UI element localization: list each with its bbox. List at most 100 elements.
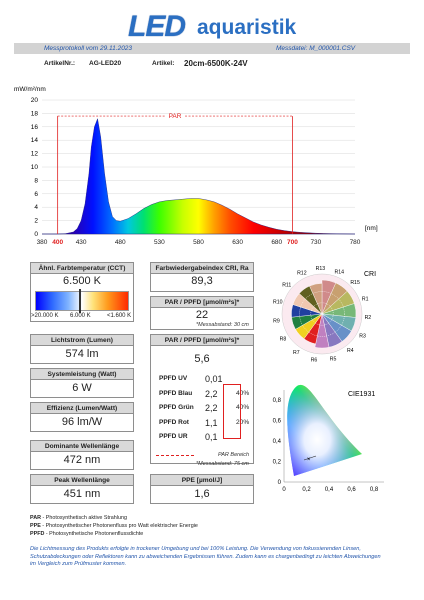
- par-range-box: PAR: [57, 113, 293, 234]
- ppfd-row-value: 2,2: [205, 388, 218, 399]
- spectrum-chart: 0 2 4 6 8 10 12 14 16 18 20 380 400 430 480 530 580 630 6…: [14, 86, 378, 246]
- peak-panel: Peak Wellenlänge 451 nm: [30, 474, 134, 504]
- y-tick-label: 4: [34, 204, 38, 211]
- x-tick-label: 480: [115, 239, 126, 246]
- cri-label-r14: R14: [334, 269, 344, 275]
- x-tick-label: 580: [193, 239, 204, 246]
- cie-white-overlay: [287, 384, 362, 476]
- x-unit-label: [nm]: [365, 225, 378, 232]
- y-tick-label: 14: [31, 137, 39, 144]
- data-file: Messdatei: M_000001.CSV: [276, 44, 356, 52]
- article-no: AG-LED20: [89, 60, 122, 67]
- efficiency-panel: Effizienz (Lumen/Watt) 96 lm/W: [30, 402, 134, 432]
- cri-radial-chart: R1 R2 R3 R4 R5 R6 R7 R8 R9 R10 R11 R12 R13 R14 R15 CRI: [273, 266, 376, 363]
- article-label: Artikel:: [152, 60, 175, 67]
- par-ppfd-75-value: 5,6: [194, 353, 210, 365]
- definition-item: PPFD - Photosynthetische Photonenflussdi…: [30, 530, 198, 538]
- cie-planckian-line: [303, 455, 317, 461]
- definitions: PAR - Photosynthetisch aktive Strahlung P…: [30, 514, 198, 538]
- par-ppfd-75-label: PAR / PPFD [µmol/m²s]*: [151, 335, 253, 346]
- ppfd-row-name: PPFD Blau: [159, 389, 193, 397]
- x-tick-label: 430: [76, 239, 87, 246]
- cri-inner-ring: [299, 291, 345, 337]
- cri-value: 89,3: [191, 275, 213, 287]
- definition-key: PPFD: [30, 531, 45, 537]
- y-tick-label: 20: [31, 97, 39, 104]
- power-label: Systemleistung (Watt): [31, 369, 133, 380]
- cri-wedge: [309, 283, 323, 315]
- definition-text: - Photosynthetischer Photonenfluss pro W…: [40, 523, 198, 529]
- cie-axes: 0,8 0,6 0,4 0,2 00 0,2 0,4 0,6 0,8: [273, 390, 384, 493]
- ppfd-row-percent: 40%: [236, 404, 250, 411]
- cri-label: Farbwiedergabeindex CRI, Ra: [151, 263, 253, 274]
- cri-chart-title: CRI: [364, 271, 376, 278]
- cie-point-marker: ×: [307, 457, 311, 463]
- cri-label-r13: R13: [316, 266, 326, 272]
- cie-x-tick: 0: [282, 487, 286, 493]
- par-ppfd-30-panel: PAR / PPFD [µmol/m²s]* 22: [150, 296, 254, 330]
- cri-label-r5: R5: [330, 357, 337, 363]
- ppfd-row-name: PPFD UR: [159, 433, 188, 440]
- cie-x-tick: 0,4: [325, 487, 334, 493]
- dominant-label: Dominante Wellenlänge: [31, 441, 133, 452]
- x-tick-label: 380: [37, 239, 48, 246]
- ppe-panel: PPE [µmol/J] 1,6: [150, 474, 254, 504]
- ppfd-row-percent: 40%: [236, 389, 250, 397]
- peak-label: Peak Wellenlänge: [31, 475, 133, 486]
- x-tick-label: 530: [154, 239, 165, 246]
- cie-y-tick: 0: [278, 480, 282, 486]
- definition-text: - Photosynthetische Photonenflussdichte: [44, 531, 144, 537]
- cri-label-r15: R15: [350, 280, 360, 286]
- cri-label-r11: R11: [282, 282, 291, 288]
- x-tick-label: 780: [350, 239, 361, 246]
- ppfd-row-value: 0,1: [205, 432, 218, 442]
- cri-labels: R1 R2 R3 R4 R5 R6 R7 R8 R9 R10 R11 R12 R13 R14 R15: [273, 266, 371, 363]
- cie-x-tick: 0,8: [370, 487, 379, 493]
- power-panel: Systemleistung (Watt) 6 W: [30, 368, 134, 398]
- y-tick-label: 0: [34, 231, 38, 238]
- lumen-value: 574 lm: [65, 348, 99, 360]
- x-tick-label: 730: [310, 239, 321, 246]
- x-axis-ticks: 380 400 430 480 530 580 630 680 700 730 780: [37, 239, 361, 246]
- y-tick-label: 12: [31, 151, 39, 158]
- cct-value: 6.500 K: [63, 275, 101, 287]
- y-tick-label: 16: [31, 124, 39, 131]
- ppfd-row-percent: 20%: [236, 418, 250, 426]
- cct-scale-right: <1.600 K: [107, 313, 132, 319]
- cri-label-r9: R9: [273, 318, 280, 324]
- y-tick-label: 2: [34, 218, 38, 225]
- definition-key: PAR: [30, 515, 41, 521]
- article-name: 20cm-6500K-24V: [184, 59, 248, 68]
- cie-x-tick: 0,2: [302, 487, 311, 493]
- par-ppfd-30-label: PAR / PPFD [µmol/m²s]*: [151, 297, 253, 308]
- par-area-legend-line: [156, 455, 194, 456]
- protocol-date: Messprotokoll vom 29.11.2023: [44, 44, 133, 52]
- cct-marker: [79, 289, 81, 313]
- ppfd-row-value: 2,2: [205, 403, 218, 413]
- ppfd-row-name: PPFD Rot: [159, 418, 189, 426]
- cct-label: Ähnl. Farbtemperatur (CCT): [31, 263, 133, 274]
- definition-item: PAR - Photosynthetisch aktive Strahlung: [30, 514, 198, 522]
- y-axis-ticks: 0 2 4 6 8 10 12 14 16 18 20: [31, 97, 39, 238]
- x-tick-label: 630: [232, 239, 243, 246]
- cri-panel: Farbwiedergabeindex CRI, Ra 89,3: [150, 262, 254, 292]
- par-ppfd-30-value: 22: [195, 309, 209, 321]
- cri-label-r3: R3: [359, 334, 366, 340]
- cct-scale-mid: 6.000 K: [70, 313, 91, 319]
- cct-scale-left: >20.000 K: [31, 313, 59, 319]
- ppfd-row-name: PPFD UV: [159, 375, 188, 382]
- disclaimer: Die Lichtmessung des Produkts erfolgte i…: [30, 546, 381, 567]
- cct-panel: Ähnl. Farbtemperatur (CCT) 6.500 K >20.0…: [30, 262, 134, 322]
- cie-title: CIE1931: [348, 391, 375, 398]
- spectrum-area: [42, 118, 356, 235]
- y-tick-label: 6: [34, 191, 38, 198]
- brand-logo: LED aquaristik: [0, 6, 424, 44]
- lumen-label: Lichtstrom (Lumen): [31, 335, 133, 346]
- cri-wedge: [314, 313, 330, 349]
- ppfd-row-value: 1,1: [205, 417, 218, 428]
- definition-text: - Photosynthetisch aktive Strahlung: [40, 515, 127, 521]
- cie-y-tick: 0,2: [273, 460, 282, 466]
- cie1931-chart: 0,8 0,6 0,4 0,2 00 0,2 0,4 0,6 0,8 × CIE1931: [273, 384, 384, 493]
- dominant-panel: Dominante Wellenlänge 472 nm: [30, 440, 134, 470]
- cie-y-tick: 0,8: [273, 398, 282, 404]
